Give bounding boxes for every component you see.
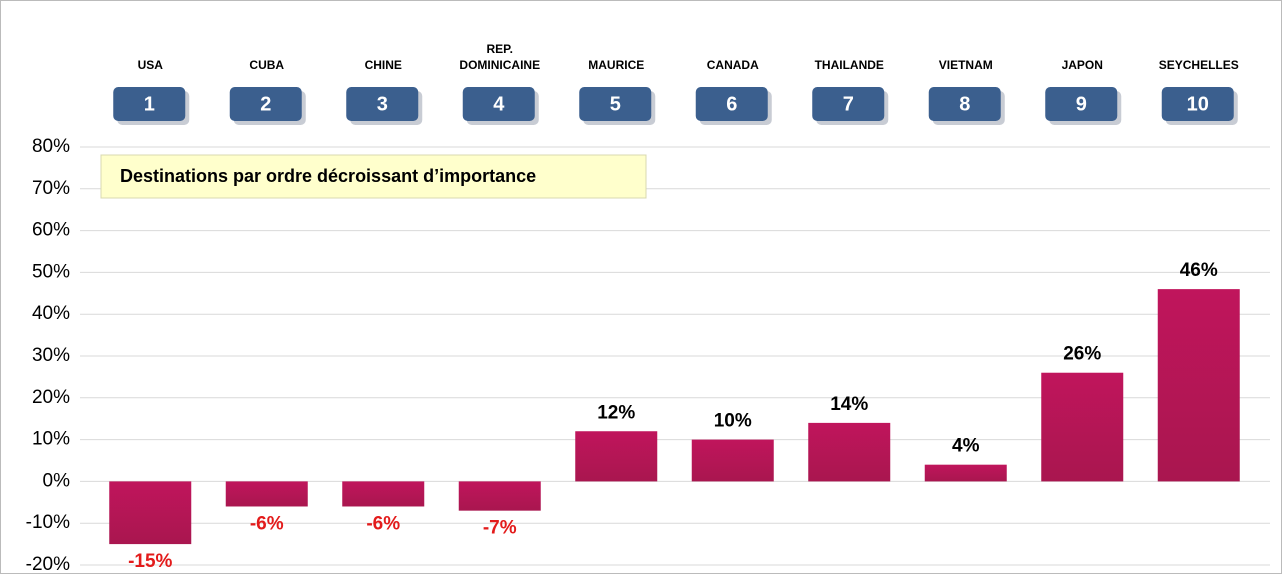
value-label: -7% [483, 518, 517, 539]
rank-label: 4 [493, 93, 505, 115]
annotation: Destinations par ordre décroissant d’imp… [120, 166, 536, 186]
value-label: 26% [1063, 344, 1101, 365]
y-tick-label: 30% [32, 345, 70, 366]
y-tick-label: -10% [26, 512, 70, 533]
x-tick-label: MAURICE [588, 58, 645, 72]
y-tick-label: 70% [32, 178, 70, 199]
rank-box [812, 87, 885, 121]
y-tick-label: 60% [32, 220, 70, 241]
y-tick-label: -20% [26, 554, 70, 574]
bar [342, 481, 425, 507]
y-tick-label: 50% [32, 261, 70, 282]
rank-box [1045, 87, 1118, 121]
rank-label: 3 [377, 93, 388, 115]
value-label: 10% [714, 411, 752, 432]
bar [225, 481, 308, 507]
bar [924, 464, 1007, 482]
x-tick-label: REP. DOMINICAINE [459, 42, 541, 72]
value-label: 14% [830, 394, 868, 415]
rank-label: 9 [1076, 93, 1087, 115]
x-tick-label: VIETNAM [938, 58, 993, 72]
rank-label: 2 [260, 93, 271, 115]
y-tick-label: 80% [32, 136, 70, 157]
y-tick-label: 10% [32, 429, 70, 450]
rank-box [579, 87, 652, 121]
x-tick-label: SEYCHELLES [1158, 58, 1239, 72]
bar [109, 481, 192, 545]
bar [1041, 372, 1124, 482]
value-label: 46% [1180, 260, 1218, 281]
rank-box [928, 87, 1001, 121]
value-label: 12% [597, 402, 635, 423]
x-tick-label: CUBA [249, 58, 285, 72]
value-label: -15% [128, 551, 172, 572]
y-tick-label: 20% [32, 387, 70, 408]
rank-label: 8 [959, 93, 970, 115]
bar [575, 431, 658, 482]
rank-box [113, 87, 186, 121]
rank-box [1161, 87, 1234, 121]
value-label: -6% [250, 513, 284, 534]
x-tick-label: USA [137, 58, 163, 72]
y-tick-label: 0% [43, 470, 71, 491]
rank-box [229, 87, 302, 121]
x-tick-label: CHINE [364, 58, 402, 72]
bar [1157, 289, 1240, 482]
rank-box [462, 87, 535, 121]
rank-box [695, 87, 768, 121]
bar [808, 422, 891, 482]
rank-label: 10 [1187, 93, 1209, 115]
rank-label: 1 [144, 93, 155, 115]
x-tick-label: JAPON [1061, 58, 1103, 72]
rank-box [346, 87, 419, 121]
x-tick-label: THAILANDE [814, 58, 884, 72]
x-tick-label: CANADA [706, 58, 759, 72]
bar [691, 439, 774, 482]
rank-label: 5 [610, 93, 621, 115]
rank-label: 6 [726, 93, 737, 115]
value-label: 4% [952, 436, 980, 457]
bar [458, 481, 541, 511]
value-label: -6% [366, 513, 400, 534]
annotation-box [100, 154, 647, 199]
y-tick-label: 40% [32, 303, 70, 324]
rank-label: 7 [843, 93, 854, 115]
